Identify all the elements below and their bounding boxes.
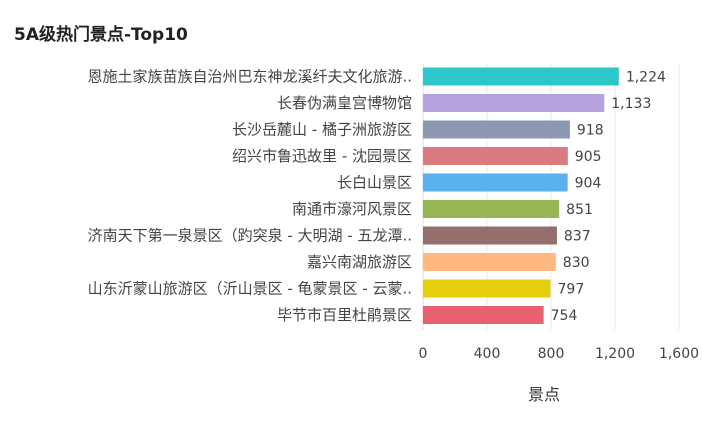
category-label: 恩施土家族苗族自治州巴东神龙溪纤夫文化旅游.. <box>87 68 412 86</box>
category-label: 长白山景区 <box>337 174 412 192</box>
data-label: 830 <box>563 255 590 271</box>
bar[interactable] <box>423 67 619 86</box>
x-tick-label: 800 <box>538 346 565 362</box>
data-label: 851 <box>566 202 593 218</box>
category-label: 毕节市百里杜鹃景区 <box>277 306 412 324</box>
data-label: 904 <box>575 176 602 192</box>
x-axis-label: 景点 <box>528 385 560 404</box>
category-label: 嘉兴南湖旅游区 <box>307 253 412 271</box>
data-label: 837 <box>564 229 591 245</box>
bar[interactable] <box>423 94 605 112</box>
bar[interactable] <box>423 253 556 271</box>
x-tick-label: 0 <box>419 346 428 362</box>
data-label: 797 <box>558 282 585 298</box>
data-label: 1,133 <box>611 96 651 112</box>
category-label: 绍兴市鲁迅故里 - 沈园景区 <box>232 147 412 165</box>
bar[interactable] <box>423 200 560 218</box>
x-tick-label: 400 <box>474 346 501 362</box>
x-tick-label: 1,200 <box>595 346 635 362</box>
category-label: 长沙岳麓山 - 橘子洲旅游区 <box>232 121 412 139</box>
data-label: 918 <box>577 123 604 139</box>
category-label: 山东沂蒙山旅游区（沂山景区 - 龟蒙景区 - 云蒙.. <box>88 280 412 298</box>
category-label: 长春伪满皇宫博物馆 <box>277 94 412 112</box>
bar[interactable] <box>423 226 557 245</box>
bar[interactable] <box>423 147 568 165</box>
bar[interactable] <box>423 120 570 139</box>
x-tick-label: 1,600 <box>659 346 699 362</box>
data-label: 754 <box>551 308 578 324</box>
label-layer: 0 400 800 1,200 1,600 恩施土家族苗族自治州巴东神龙溪纤夫文化旅游..… <box>87 68 699 363</box>
bar-layer <box>423 67 619 324</box>
bar[interactable] <box>423 173 568 192</box>
category-label: 南通市濠河风景区 <box>292 200 412 218</box>
chart-title: 5A级热门景点-Top10 <box>14 25 188 45</box>
data-label: 1,224 <box>626 70 666 86</box>
bar[interactable] <box>423 279 551 298</box>
data-label: 905 <box>575 149 602 165</box>
category-label: 济南天下第一泉景区（趵突泉 - 大明湖 - 五龙潭.. <box>88 227 412 245</box>
bar[interactable] <box>423 306 544 324</box>
